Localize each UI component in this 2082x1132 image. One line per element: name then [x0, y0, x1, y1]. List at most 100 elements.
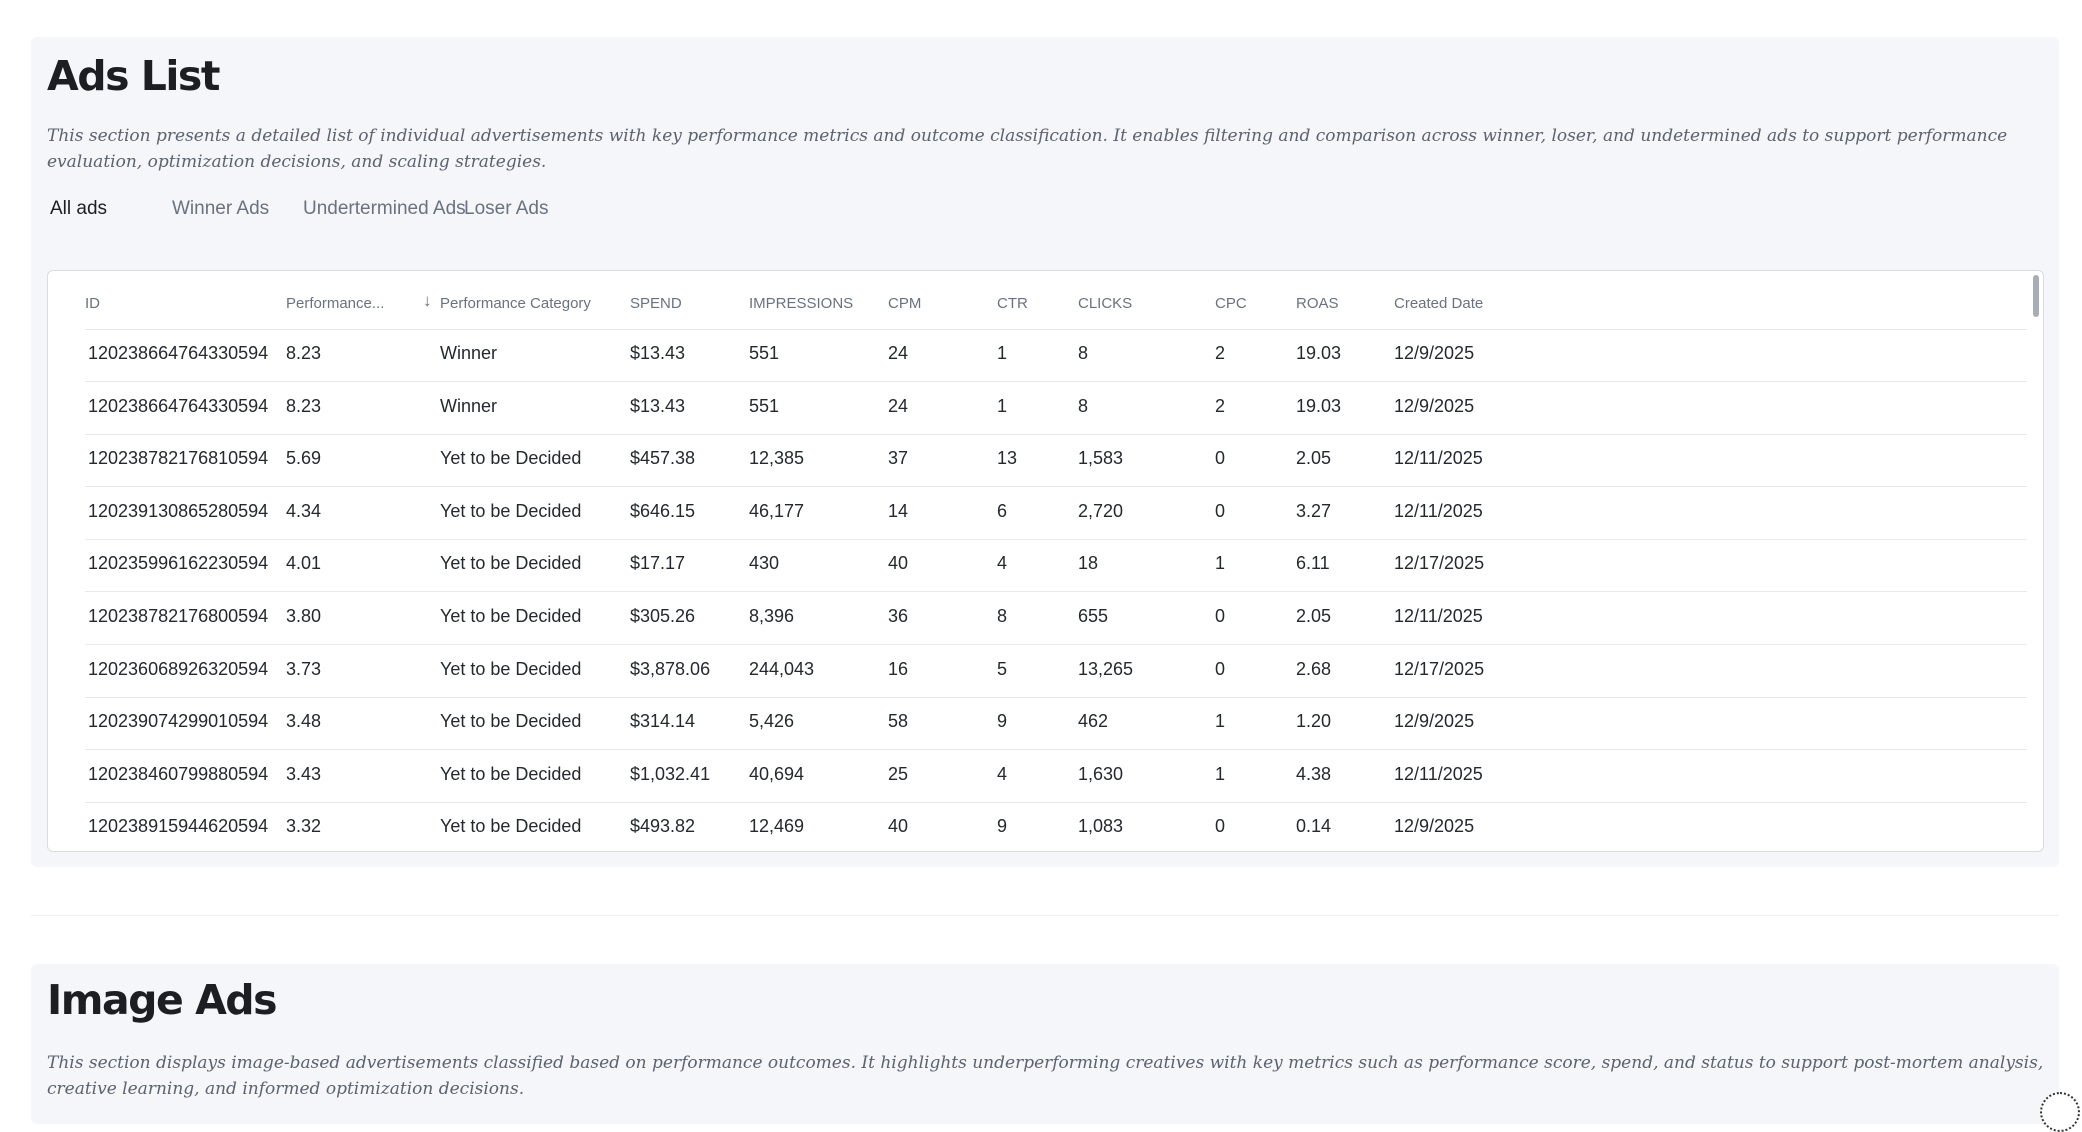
ads-list-description: This section presents a detailed list of… — [47, 126, 2008, 172]
tab-winner-ads[interactable]: Winner Ads — [172, 198, 270, 219]
cell-performance-category: Winner — [440, 395, 498, 416]
cell-id: 120238915944620594 — [88, 816, 269, 837]
column-header-performance-category[interactable]: Performance Category — [440, 295, 591, 312]
cell-spend: $314.14 — [630, 711, 696, 732]
cell-clicks: 462 — [1078, 711, 1109, 732]
cell-roas: 0.14 — [1296, 816, 1332, 837]
table-row[interactable]: 120238782176810594 5.69 Yet to be Decided $… — [85, 434, 2027, 488]
cell-id: 120238782176800594 — [88, 606, 269, 626]
column-header-performance-score[interactable]: Performance... — [286, 295, 385, 312]
column-header-spend[interactable]: SPEND — [630, 295, 682, 312]
scrollbar-thumb[interactable] — [2033, 275, 2039, 317]
cell-cpm: 24 — [888, 343, 909, 363]
cell-performance-category: Yet to be Decided — [440, 553, 582, 574]
column-header-created-date[interactable]: Created Date — [1394, 295, 1484, 312]
cell-cpc: 0 — [1215, 500, 1226, 521]
cell-cpm: 37 — [888, 448, 909, 469]
cell-cpm: 58 — [888, 711, 909, 732]
cell-cpc: 2 — [1215, 395, 1226, 416]
cell-performance-score: 3.43 — [286, 763, 322, 784]
cell-ctr: 13 — [997, 448, 1018, 469]
cell-id: 120238664764330594 — [88, 343, 269, 363]
cell-created-date: 12/17/2025 — [1394, 553, 1485, 574]
tab-loser-ads[interactable]: Loser Ads — [464, 198, 549, 219]
column-header-cpc[interactable]: CPC — [1215, 295, 1247, 312]
table-header: ID Performance... ↓ Performance Category… — [85, 271, 2027, 330]
table-row[interactable]: 120238664764330594 8.23 Winner $13.43 551 24 1… — [85, 382, 2027, 435]
cell-clicks: 655 — [1078, 606, 1109, 626]
table-row[interactable]: 120239074299010594 3.48 Yet to be Decided $… — [85, 697, 2027, 751]
cell-performance-score: 5.69 — [286, 448, 322, 469]
cell-performance-category: Yet to be Decided — [440, 816, 582, 837]
cell-cpc: 1 — [1215, 711, 1226, 732]
section-divider — [31, 915, 2059, 916]
cell-spend: $457.38 — [630, 448, 696, 469]
cell-impressions: 430 — [749, 553, 780, 574]
ads-list-section: Ads List This section presents a detaile… — [31, 37, 2059, 867]
column-header-roas[interactable]: ROAS — [1296, 295, 1339, 312]
table-row[interactable]: 120239130865280594 4.34 Yet to be Decided $… — [85, 487, 2027, 540]
column-header-impressions[interactable]: IMPRESSIONS — [749, 295, 854, 312]
cell-performance-score: 3.73 — [286, 658, 322, 679]
cell-impressions: 551 — [749, 395, 780, 416]
table-scrollbar[interactable] — [2031, 273, 2041, 849]
cell-ctr: 8 — [997, 606, 1008, 626]
loading-spinner-icon[interactable] — [2040, 1092, 2080, 1132]
column-header-cpm[interactable]: CPM — [888, 295, 922, 312]
cell-created-date: 12/9/2025 — [1394, 395, 1475, 416]
cell-id: 120239074299010594 — [88, 711, 269, 732]
cell-spend: $646.15 — [630, 500, 696, 521]
cell-impressions: 551 — [749, 343, 780, 363]
cell-ctr: 5 — [997, 658, 1008, 679]
table-row[interactable]: 120236068926320594 3.73 Yet to be Decided $… — [85, 645, 2027, 698]
column-header-id[interactable]: ID — [85, 295, 100, 312]
cell-roas: 4.38 — [1296, 763, 1332, 784]
cell-performance-score: 8.23 — [286, 395, 322, 416]
cell-spend: $305.26 — [630, 606, 696, 626]
cell-clicks: 2,720 — [1078, 500, 1124, 521]
cell-ctr: 9 — [997, 816, 1008, 837]
cell-created-date: 12/9/2025 — [1394, 711, 1475, 732]
cell-cpc: 2 — [1215, 343, 1226, 363]
cell-cpm: 16 — [888, 658, 909, 679]
cell-created-date: 12/11/2025 — [1394, 448, 1483, 469]
column-header-ctr[interactable]: CTR — [997, 295, 1028, 312]
cell-clicks: 13,265 — [1078, 658, 1134, 679]
column-header-clicks[interactable]: CLICKS — [1078, 295, 1133, 312]
cell-cpc: 0 — [1215, 816, 1226, 837]
image-ads-description: This section displays image-based advert… — [47, 1053, 2044, 1099]
cell-ctr: 4 — [997, 763, 1008, 784]
cell-ctr: 1 — [997, 395, 1008, 416]
cell-roas: 2.05 — [1296, 448, 1332, 469]
cell-cpc: 0 — [1215, 606, 1226, 626]
cell-ctr: 4 — [997, 553, 1008, 574]
cell-roas: 3.27 — [1296, 500, 1332, 521]
cell-created-date: 12/17/2025 — [1394, 658, 1485, 679]
cell-created-date: 12/9/2025 — [1394, 816, 1475, 837]
cell-cpc: 0 — [1215, 448, 1226, 469]
cell-roas: 19.03 — [1296, 395, 1342, 416]
table-row[interactable]: 120238460799880594 3.43 Yet to be Decided $… — [85, 750, 2027, 803]
cell-performance-category: Yet to be Decided — [440, 606, 582, 626]
table-row[interactable]: 120238664764330594 8.23 Winner $13.43 551 24 1… — [85, 329, 2027, 382]
tab-undetermined-ads[interactable]: Undertermined Ads — [303, 198, 466, 219]
cell-roas: 19.03 — [1296, 343, 1342, 363]
cell-cpm: 24 — [888, 395, 909, 416]
cell-cpm: 14 — [888, 500, 909, 521]
cell-clicks: 8 — [1078, 395, 1089, 416]
cell-spend: $13.43 — [630, 395, 686, 416]
cell-cpc: 0 — [1215, 658, 1226, 679]
cell-id: 120239130865280594 — [88, 500, 269, 521]
cell-created-date: 12/11/2025 — [1394, 763, 1483, 784]
cell-performance-score: 4.01 — [286, 553, 322, 574]
cell-cpc: 1 — [1215, 763, 1226, 784]
table-row[interactable]: 120235996162230594 4.01 Yet to be Decided $… — [85, 539, 2027, 593]
table-row[interactable]: 120238915944620594 3.32 Yet to be Decided $… — [85, 802, 2027, 851]
tab-all-ads[interactable]: All ads — [50, 198, 108, 219]
arrow-down-icon[interactable]: ↓ — [423, 291, 432, 310]
cell-ctr: 6 — [997, 500, 1008, 521]
cell-clicks: 1,630 — [1078, 763, 1124, 784]
cell-performance-category: Yet to be Decided — [440, 711, 582, 732]
table-row[interactable]: 120238782176800594 3.80 Yet to be Decided $… — [85, 592, 2027, 645]
cell-impressions: 8,396 — [749, 606, 795, 626]
